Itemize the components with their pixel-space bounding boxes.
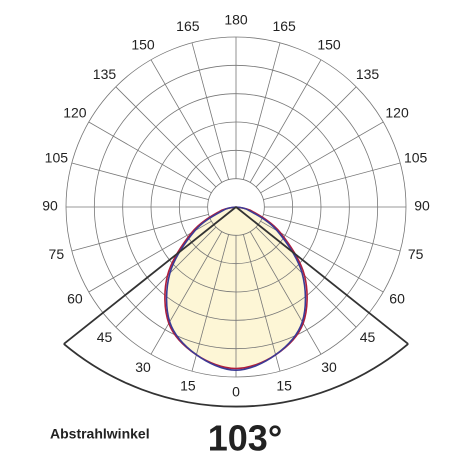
grid-line — [115, 226, 217, 328]
grid-line — [255, 226, 357, 328]
angle-label: 75 — [408, 246, 424, 262]
angle-label: 30 — [135, 359, 151, 375]
angle-label: 180 — [224, 12, 248, 28]
beam-arc — [63, 343, 409, 408]
grid-line — [150, 59, 223, 183]
angle-label: 90 — [414, 198, 430, 214]
angle-label: 105 — [45, 150, 69, 166]
angle-label: 165 — [176, 18, 200, 34]
angle-label: 150 — [131, 37, 155, 53]
angle-label: 60 — [389, 291, 405, 307]
labels: 0 15 15 30 30 45 45 60 60 75 75 90 90 105 105 120 120 135… — [42, 12, 430, 400]
angle-label: 165 — [272, 18, 296, 34]
grid-line — [71, 213, 209, 252]
series-line — [165, 206, 307, 372]
angle-label: 90 — [42, 198, 58, 214]
angle-label: 60 — [67, 291, 83, 307]
grid-line — [115, 86, 217, 188]
grid-line — [191, 42, 230, 180]
angle-label: 75 — [49, 246, 65, 262]
grid-line — [255, 86, 357, 188]
grid-line — [71, 162, 209, 201]
angle-label: 105 — [404, 150, 428, 166]
grid-line — [191, 234, 230, 372]
angle-label: 15 — [180, 377, 196, 393]
angle-label: 45 — [97, 329, 113, 345]
angle-label: 30 — [321, 359, 337, 375]
grid — [65, 36, 407, 378]
grid-line — [150, 231, 223, 355]
angle-label: 120 — [63, 105, 87, 121]
grid-line — [242, 42, 281, 180]
grid-line — [249, 59, 322, 183]
grid-line — [242, 234, 281, 372]
angle-label: 150 — [317, 37, 341, 53]
grid-line — [263, 213, 401, 252]
angle-label: 135 — [93, 66, 117, 82]
grid-line — [88, 121, 212, 194]
beam-edge — [63, 206, 237, 345]
beam-label: Abstrahlwinkel — [50, 426, 150, 442]
angle-label: 120 — [385, 105, 409, 121]
beam-edge — [235, 206, 409, 345]
grid-line — [249, 231, 322, 355]
angle-label: 0 — [232, 384, 240, 400]
plot — [63, 206, 409, 408]
series-line — [164, 206, 308, 370]
grid-line — [263, 162, 401, 201]
angle-label: 15 — [276, 377, 292, 393]
grid-line — [260, 121, 384, 194]
angle-label: 135 — [356, 66, 380, 82]
angle-label: 45 — [360, 329, 376, 345]
beam-angle: 103° — [208, 418, 282, 459]
